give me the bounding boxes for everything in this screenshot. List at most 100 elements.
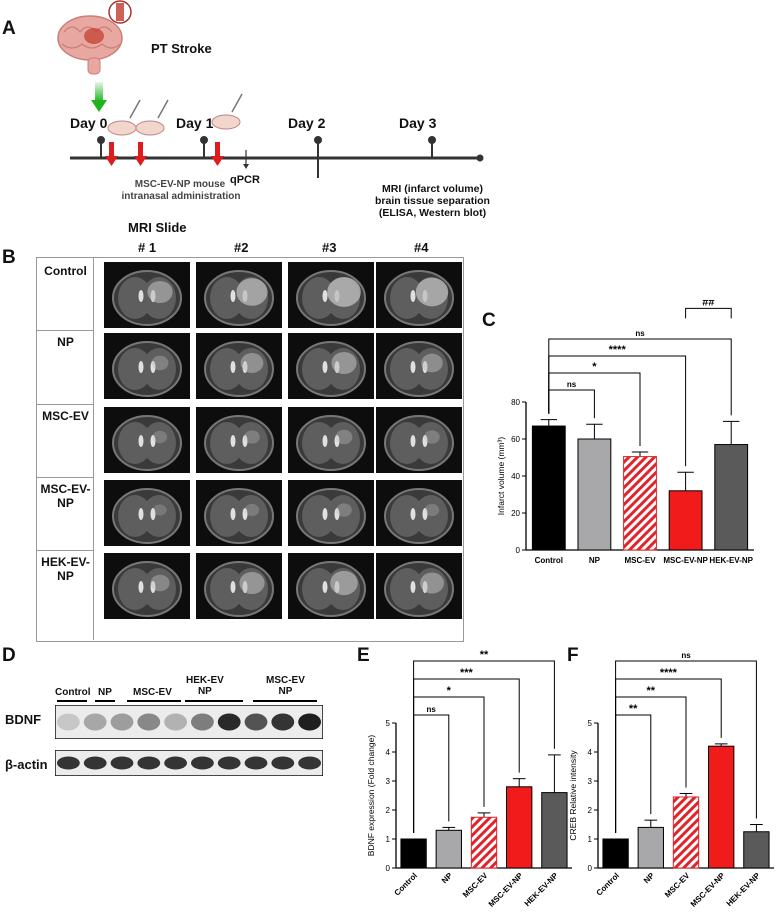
significance-label: * — [592, 361, 597, 373]
mri-slide-title: MRI Slide — [128, 220, 187, 235]
significance-label: ## — [702, 300, 714, 308]
mri-slice-image — [104, 480, 190, 546]
day-0-label: Day 0 — [70, 115, 108, 131]
mri-label-3: (ELISA, Western blot) — [378, 207, 487, 219]
significance-bracket — [685, 307, 732, 319]
slice-label-1: # 1 — [138, 240, 157, 255]
y-tick-label: 2 — [386, 806, 391, 815]
blot-band — [271, 713, 295, 731]
bar — [743, 831, 770, 869]
significance-label: ** — [480, 649, 489, 661]
x-tick-label: HEK-EV-NP — [725, 871, 763, 909]
timeline-ticks — [97, 136, 436, 178]
blot-band — [164, 713, 187, 731]
blot-band — [137, 713, 161, 731]
mri-slice-image — [288, 262, 374, 328]
mri-slice-image — [196, 480, 282, 546]
slice-label-2: #2 — [234, 240, 249, 255]
bar — [435, 829, 462, 869]
blot-band — [110, 756, 134, 770]
y-tick-label: 3 — [386, 777, 391, 786]
blot-band — [83, 756, 107, 770]
blot-group-msc-ev-np: MSC-EV NP — [266, 675, 305, 697]
x-tick-label: HEK-EV-NP — [709, 556, 753, 565]
green-arrow-icon — [91, 82, 107, 112]
significance-bracket — [615, 660, 757, 833]
y-tick-label: 5 — [386, 719, 391, 728]
slice-label-4: #4 — [414, 240, 429, 255]
y-tick-label: 1 — [386, 835, 391, 844]
x-tick-label: NP — [642, 871, 657, 886]
blot-band — [164, 756, 187, 770]
down-arrow-icon — [243, 150, 249, 169]
mri-slice-image — [288, 480, 374, 546]
red-arrow-icon — [105, 142, 224, 166]
bar — [531, 425, 566, 551]
y-tick-label: 80 — [511, 398, 520, 407]
significance-label: ns — [427, 705, 437, 714]
bdnf-label: BDNF — [5, 712, 42, 727]
y-tick-label: 0 — [516, 546, 521, 555]
y-tick-label: 0 — [386, 864, 391, 873]
x-tick-label: Control — [393, 871, 419, 897]
blot-band — [244, 756, 268, 770]
mri-slice-image — [288, 553, 374, 619]
panel-label-e: E — [357, 645, 370, 666]
blot-group-msc-ev: MSC-EV — [133, 687, 172, 698]
panel-label-f: F — [567, 645, 579, 666]
bar — [668, 490, 703, 551]
mri-row-label: Control — [44, 264, 87, 278]
panel-label-a: A — [2, 18, 16, 39]
bar — [708, 745, 735, 869]
x-tick-label: MSC-EV — [663, 871, 692, 900]
mri-row-divider — [36, 550, 94, 551]
blot-band — [83, 713, 107, 731]
x-tick-label: NP — [589, 556, 601, 565]
stroke-label: PT Stroke — [151, 41, 212, 56]
blot-band — [57, 713, 80, 731]
bar — [623, 456, 657, 551]
mri-slice-image — [196, 553, 282, 619]
bar — [602, 838, 629, 869]
blot-band — [271, 756, 295, 770]
blot-band — [298, 756, 321, 770]
blot-band — [217, 756, 241, 770]
mri-grid-divider — [93, 257, 94, 640]
significance-label: ns — [681, 651, 691, 660]
x-tick-label: Control — [535, 556, 563, 565]
blot-group-hek-ev-np: HEK-EV NP — [186, 675, 224, 697]
mri-row-divider — [36, 477, 94, 478]
bar — [672, 796, 700, 869]
mri-slice-image — [376, 262, 462, 328]
blot-band — [217, 713, 241, 731]
y-tick-label: 2 — [588, 806, 593, 815]
mri-row-label: MSC-EV- NP — [40, 482, 91, 510]
blot-band — [191, 756, 214, 770]
panel-label-d: D — [2, 645, 16, 666]
y-tick-label: 5 — [588, 719, 593, 728]
actin-blot — [55, 750, 323, 776]
blot-band — [298, 713, 321, 731]
bar — [637, 826, 664, 869]
significance-label: ** — [629, 703, 638, 715]
mri-label-1: MRI (infarct volume) — [382, 183, 483, 195]
mri-slice-image — [104, 262, 190, 328]
blot-group-lines — [57, 700, 317, 702]
infarct-volume-chart: 0 20 40 60 80 Infarct volume (mm³) Control NP MS… — [496, 300, 754, 565]
actin-label: β-actin — [5, 757, 48, 772]
significance-bracket — [548, 338, 732, 416]
mri-grid-frame — [36, 257, 464, 642]
bar — [714, 444, 749, 551]
bar — [400, 838, 427, 869]
y-axis-label: BDNF expression (Fold change) — [366, 735, 376, 857]
admin-label-2: intranasal administration — [121, 191, 241, 202]
mri-slice-image — [376, 407, 462, 473]
significance-label: ns — [635, 329, 645, 338]
significance-label: **** — [660, 667, 678, 679]
significance-bracket — [615, 714, 652, 833]
y-tick-label: 0 — [588, 864, 593, 873]
blot-group-control: Control — [55, 687, 91, 698]
significance-label: ** — [647, 685, 656, 697]
y-axis-label: CREB Relative intensity — [570, 750, 578, 841]
mri-slice-image — [376, 480, 462, 546]
